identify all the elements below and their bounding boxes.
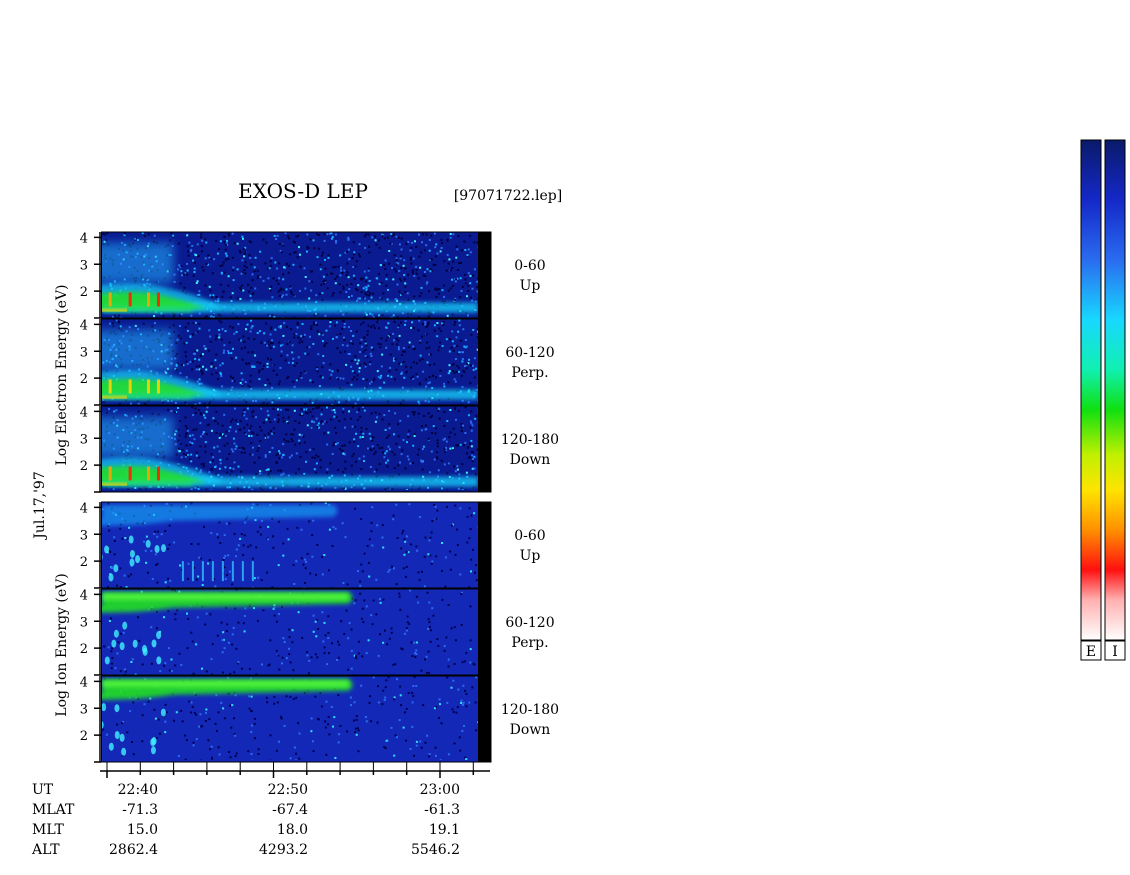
ephemeris-row-label: ALT	[31, 842, 60, 858]
panel-label-2: 60-120 Perp.	[505, 345, 554, 381]
y-tick-label: 2	[80, 642, 88, 657]
y-tick-label: 2	[80, 459, 88, 474]
colorbar-ion	[1104, 139, 1126, 641]
y-tick-label: 3	[80, 432, 88, 447]
panel-labels: 0-60 Up 60-120 Perp. 120-180 Down 0-60 Up 60-120…	[501, 258, 559, 738]
y-ticks-panel-1: 2 3 4	[80, 231, 101, 319]
direction-label: Down	[510, 722, 551, 738]
y-ticks-panel-3: 2 3 4	[80, 405, 101, 493]
pitch-angle-label: 0-60	[514, 258, 545, 274]
y-tick-label: 3	[80, 528, 88, 543]
ephemeris-value: 2862.4	[109, 842, 158, 858]
y-tick-label: 3	[80, 702, 88, 717]
y-ticks-panel-6: 2 3 4	[80, 675, 101, 763]
direction-label: Up	[520, 278, 541, 294]
colorbar-label-e: E	[1086, 644, 1096, 660]
panel-electron-perp	[101, 318, 492, 407]
file-label: [97071722.lep]	[454, 188, 562, 204]
ephemeris-value: 22:50	[268, 782, 308, 798]
panel-label-3: 120-180 Down	[501, 432, 559, 468]
y-tick-label: 4	[80, 318, 88, 333]
pitch-angle-label: 60-120	[505, 615, 554, 631]
electron-axis-label: Log Electron Energy (eV)	[54, 284, 70, 465]
y-ticks-panel-2: 2 3 4	[80, 318, 101, 406]
y-tick-label: 2	[80, 729, 88, 744]
direction-label: Perp.	[511, 635, 548, 651]
panel-electron-up	[101, 231, 492, 320]
direction-label: Perp.	[511, 365, 548, 381]
pitch-angle-label: 120-180	[501, 702, 559, 718]
ephemeris-row-label: MLAT	[32, 802, 75, 818]
ephemeris-row-label: UT	[32, 782, 54, 798]
y-tick-label: 4	[80, 405, 88, 420]
pitch-angle-label: 120-180	[501, 432, 559, 448]
y-tick-label: 2	[80, 372, 88, 387]
ephemeris-value: -71.3	[122, 802, 158, 818]
panel-ion-down	[101, 675, 492, 763]
panel-electron-down	[101, 405, 492, 493]
ephemeris-value: -67.4	[272, 802, 308, 818]
date-label: Jul.17,'97	[32, 471, 48, 540]
ephemeris-value: 19.1	[429, 822, 460, 838]
panel-ion-up	[101, 501, 492, 590]
y-tick-label: 4	[80, 588, 88, 603]
y-tick-label: 4	[80, 501, 88, 516]
y-tick-label: 2	[80, 555, 88, 570]
ephemeris-row-label: MLT	[32, 822, 64, 838]
y-tick-label: 3	[80, 615, 88, 630]
ephemeris-table: UT 22:40 22:50 23:00 MLAT -71.3 -67.4 -61.3 MLT 1…	[31, 782, 460, 858]
panel-label-4: 0-60 Up	[514, 528, 545, 564]
ephemeris-value: 22:40	[118, 782, 158, 798]
spectrogram-panels	[101, 231, 492, 763]
ephemeris-value: 18.0	[277, 822, 308, 838]
ephemeris-value: 4293.2	[259, 842, 308, 858]
y-tick-label: 4	[80, 675, 88, 690]
ephemeris-value: 5546.2	[411, 842, 460, 858]
colorbar-group: E I	[1080, 139, 1126, 661]
axis-ticks: 2 3 4 2 3 4 2 3 4 2 3 4 2 3 4 2 3 4	[80, 231, 101, 763]
time-ticks	[106, 762, 475, 778]
colorbar-electron	[1080, 139, 1102, 641]
panel-ion-perp	[101, 588, 492, 677]
y-tick-label: 2	[80, 285, 88, 300]
y-ticks-panel-4: 2 3 4	[80, 501, 101, 589]
panel-label-1: 0-60 Up	[514, 258, 545, 294]
y-tick-label: 3	[80, 258, 88, 273]
direction-label: Up	[520, 548, 541, 564]
ephemeris-value: 23:00	[420, 782, 460, 798]
y-tick-label: 4	[80, 231, 88, 246]
ephemeris-value: -61.3	[424, 802, 460, 818]
chart-title: EXOS-D LEP	[238, 179, 368, 203]
direction-label: Down	[510, 452, 551, 468]
pitch-angle-label: 60-120	[505, 345, 554, 361]
ion-axis-label: Log Ion Energy (eV)	[54, 573, 70, 716]
colorbar-label-i: I	[1112, 644, 1118, 660]
y-tick-label: 3	[80, 345, 88, 360]
panel-label-6: 120-180 Down	[501, 702, 559, 738]
y-ticks-panel-5: 2 3 4	[80, 588, 101, 676]
ephemeris-value: 15.0	[127, 822, 158, 838]
panel-label-5: 60-120 Perp.	[505, 615, 554, 651]
pitch-angle-label: 0-60	[514, 528, 545, 544]
